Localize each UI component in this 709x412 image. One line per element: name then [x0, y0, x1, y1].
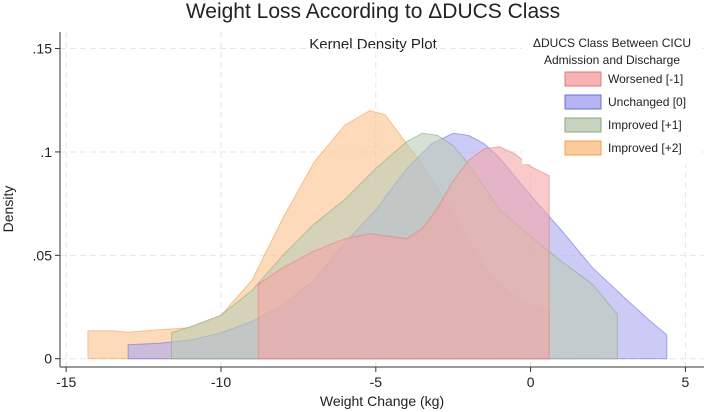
y-tick-label: .1	[40, 144, 52, 160]
area-worsened-1	[257, 146, 550, 360]
x-tick-label: -5	[370, 374, 383, 390]
legend-title-line: ΔDUCS Class Between CICU	[533, 36, 691, 50]
legend-label-worsened-1: Worsened [-1]	[608, 72, 683, 86]
chart-title: Weight Loss According to ΔDUCS Class	[186, 0, 560, 23]
legend-swatch-worsened-1	[564, 71, 602, 87]
x-tick-label: 5	[682, 374, 690, 390]
axes: 0 .05 .1 .15 -15 -10 -5 0 5	[33, 32, 704, 390]
legend-label-unchanged-0: Unchanged [0]	[608, 95, 686, 109]
x-tick-label: -15	[56, 374, 76, 390]
y-tick-label: .15	[33, 41, 53, 57]
legend-swatch-unchanged-0	[564, 94, 602, 110]
x-axis-label: Weight Change (kg)	[320, 393, 444, 409]
density-areas	[87, 110, 668, 360]
y-tick-label: .05	[33, 247, 53, 263]
y-axis-label: Density	[0, 186, 16, 233]
legend-label-improved-1: Improved [+1]	[608, 118, 682, 132]
legend-swatch-improved-2	[564, 140, 602, 156]
legend-swatch-improved-1	[564, 117, 602, 133]
chart-subtitle: Kernel Density Plot	[309, 36, 437, 53]
legend-label-improved-2: Improved [+2]	[608, 141, 682, 155]
x-tick-label: 0	[527, 374, 535, 390]
legend-title-line: Admission and Discharge	[544, 53, 680, 67]
legend: ΔDUCS Class Between CICU Admission and Di…	[522, 32, 702, 164]
y-tick-label: 0	[44, 351, 52, 367]
legend-background	[522, 32, 702, 164]
x-tick-label: -10	[211, 374, 231, 390]
